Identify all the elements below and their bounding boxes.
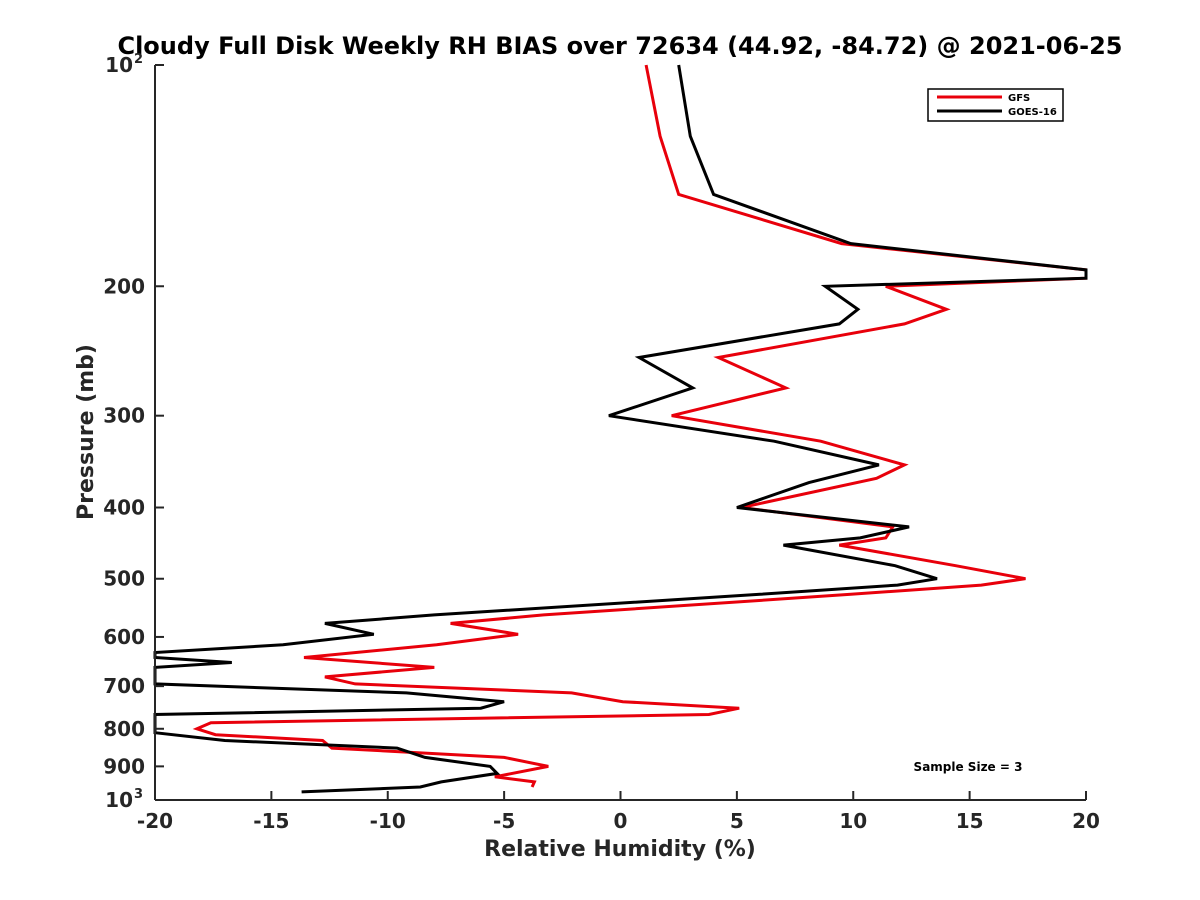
series-line-goes16 <box>153 64 1088 794</box>
x-tick-label: 0 <box>614 809 628 833</box>
x-tick-label: -15 <box>253 809 289 833</box>
sample-size-annotation: Sample Size = 3 <box>914 760 1023 774</box>
series-line-gfs <box>192 64 1088 788</box>
legend-box <box>927 88 1064 122</box>
x-tick-label: -10 <box>370 809 406 833</box>
x-tick-label: -20 <box>137 809 173 833</box>
y-tick-label: 10 <box>105 788 133 812</box>
legend: GFS GOES-16 <box>927 88 1064 122</box>
x-tick-label: 5 <box>730 809 744 833</box>
legend-label-gfs: GFS <box>1008 93 1030 104</box>
y-tick-label: 200 <box>103 274 145 298</box>
y-tick-exponent: 3 <box>134 787 143 802</box>
y-tick-label: 500 <box>103 567 145 591</box>
y-tick-label: 10 <box>105 53 133 77</box>
plot-area: -20 -15 -10 -5 0 5 10 15 20 10 220030040050060070… <box>103 52 1100 833</box>
x-tick-label: -5 <box>493 809 515 833</box>
y-tick-label: 900 <box>103 754 145 778</box>
chart-title: Cloudy Full Disk Weekly RH BIAS over 726… <box>117 32 1122 60</box>
y-tick-exponent: 2 <box>134 52 143 67</box>
x-axis-label: Relative Humidity (%) <box>484 837 756 862</box>
x-ticks: -20 -15 -10 -5 0 5 10 15 20 <box>137 791 1100 833</box>
x-tick-label: 20 <box>1072 809 1100 833</box>
x-tick-label: 15 <box>956 809 984 833</box>
series-layer <box>153 64 1088 794</box>
y-tick-label: 300 <box>103 404 145 428</box>
y-tick-label: 800 <box>103 717 145 741</box>
y-tick-label: 700 <box>103 674 145 698</box>
x-tick-label: 10 <box>839 809 867 833</box>
y-tick-label: 400 <box>103 496 145 520</box>
legend-label-goes16: GOES-16 <box>1008 107 1057 118</box>
y-tick-label: 600 <box>103 625 145 649</box>
y-axis-label: Pressure (mb) <box>74 344 99 520</box>
